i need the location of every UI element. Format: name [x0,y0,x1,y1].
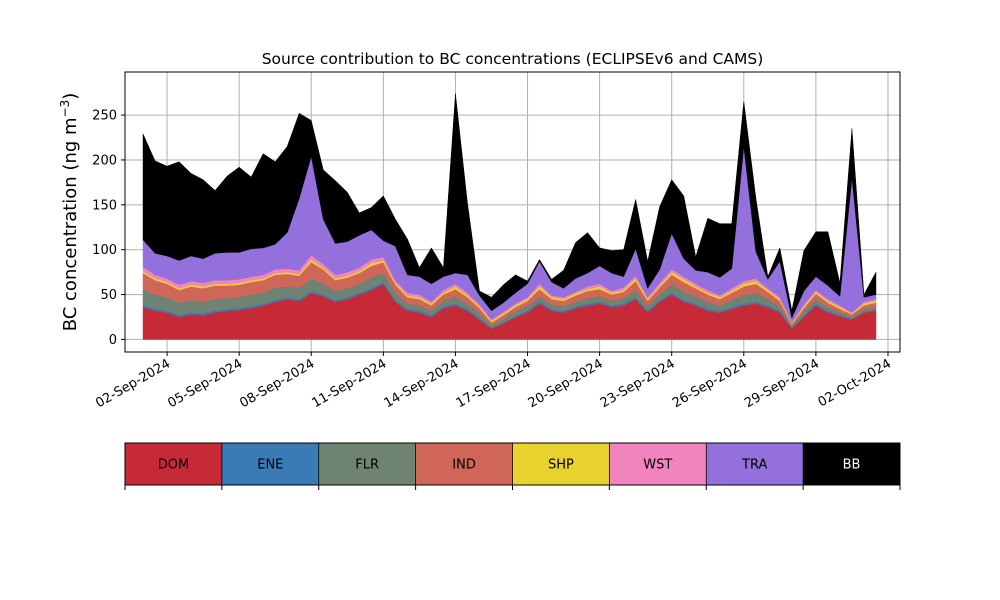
legend-swatch-ene [221,443,319,485]
stacked-areas [142,93,877,340]
x-tick-label: 17-Sep-2024 [454,356,534,411]
x-axis: 02-Sep-202405-Sep-202408-Sep-202411-Sep-… [93,352,894,411]
legend-label-ind: IND [452,458,476,473]
legend-label-flr: FLR [355,458,379,473]
y-tick-label: 50 [100,288,117,303]
y-axis: 0 50 100 150 200 250 [92,109,125,348]
legend-label-ene: ENE [257,458,283,473]
x-tick-label: 26-Sep-2024 [670,356,750,411]
chart-title: Source contribution to BC concentrations… [262,50,764,68]
x-tick-label: 23-Sep-2024 [598,356,678,411]
legend-swatch-flr [318,443,416,485]
legend-label-shp: SHP [548,458,574,473]
plot-frame [124,71,901,353]
y-tick-label: 200 [92,153,117,168]
x-tick-label: 11-Sep-2024 [310,356,390,411]
x-tick-label: 05-Sep-2024 [165,356,245,411]
legend-swatch-wst [609,443,707,485]
legend-swatch-tra [706,443,804,485]
x-tick-label: 29-Sep-2024 [742,356,822,411]
y-tick-label: 0 [109,333,117,348]
legend-label-tra: TRA [741,458,767,473]
y-tick-label: 250 [92,109,117,124]
legend-colorbar: DOM ENE FLR IND SHP WST TRA BB [124,442,901,490]
legend-label-bb: BB [843,458,861,473]
x-tick-label: 08-Sep-2024 [237,356,317,411]
x-tick-label: 14-Sep-2024 [382,356,462,411]
area-bb [142,93,877,319]
legend-label-dom: DOM [158,458,189,473]
legend-swatch-bb [803,443,900,485]
y-axis-label: BC concentration (ng m−3) [58,93,81,332]
legend-swatch-dom [125,443,222,485]
legend-swatch-ind [415,443,513,485]
legend-label-wst: WST [643,458,672,473]
y-axis-label-superscript: −3 [58,100,72,118]
x-tick-label: 02-Sep-2024 [93,356,173,411]
legend-swatch-shp [512,443,610,485]
y-tick-label: 150 [92,198,117,213]
y-axis-label-main: BC concentration (ng m [60,117,81,331]
x-tick-label: 20-Sep-2024 [526,356,606,411]
y-axis-label-suffix: ) [60,93,81,100]
x-tick-label: 02-Oct-2024 [816,356,894,410]
y-tick-label: 100 [92,243,117,258]
